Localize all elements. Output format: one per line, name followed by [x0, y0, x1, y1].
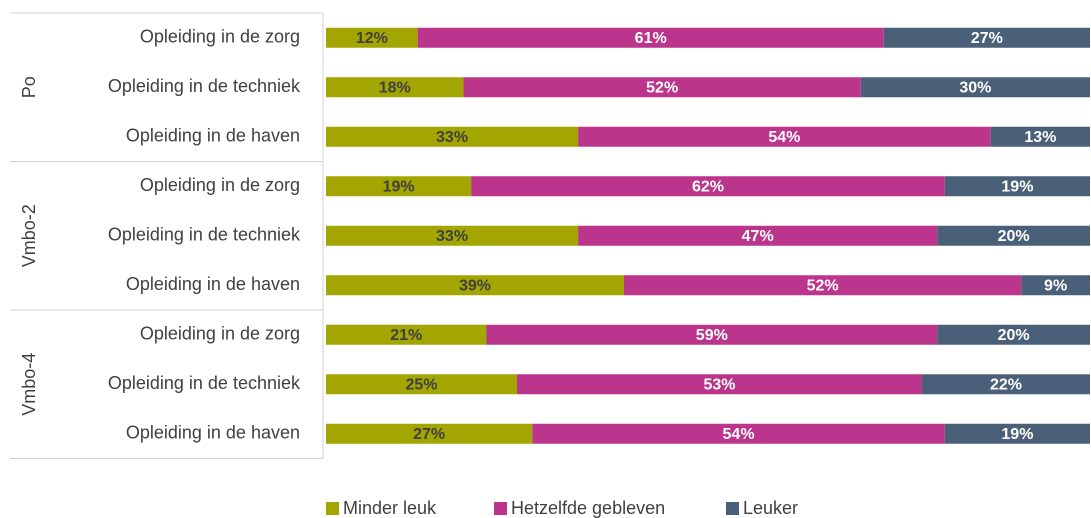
value-label: 21%	[390, 327, 422, 344]
bar-segment	[623, 275, 1022, 296]
value-label: 9%	[1044, 277, 1067, 294]
value-label: 18%	[379, 79, 411, 96]
legend-label: Minder leuk	[343, 498, 437, 518]
bar-segment	[578, 225, 938, 246]
value-label: 19%	[1001, 426, 1033, 443]
category-label: Opleiding in de haven	[126, 126, 300, 146]
bar-segment	[517, 374, 922, 395]
bar-segment	[1021, 275, 1090, 296]
bar-segment	[944, 176, 1090, 197]
category-label: Opleiding in de techniek	[108, 373, 301, 393]
bar-segment	[471, 176, 945, 197]
legend-swatch	[726, 502, 739, 515]
value-label: 19%	[1001, 178, 1033, 195]
bar-segment	[417, 27, 884, 48]
group-label: Po	[19, 76, 39, 98]
legend-label: Hetzelfde gebleven	[511, 498, 665, 518]
bar-segment	[326, 27, 418, 48]
value-label: 33%	[436, 228, 468, 245]
category-label: Opleiding in de haven	[126, 274, 300, 294]
category-label: Opleiding in de haven	[126, 423, 300, 443]
legend-swatch	[494, 502, 507, 515]
category-label: Opleiding in de zorg	[140, 324, 300, 344]
value-label: 25%	[405, 376, 437, 393]
value-label: 33%	[436, 129, 468, 146]
category-label: Opleiding in de techniek	[108, 225, 301, 245]
value-label: 22%	[990, 376, 1022, 393]
category-label: Opleiding in de zorg	[140, 27, 300, 47]
bar-segment	[578, 126, 991, 147]
bar-segment	[326, 275, 624, 296]
bar-segment	[326, 77, 464, 98]
value-label: 30%	[959, 79, 991, 96]
bar-segment	[944, 423, 1090, 444]
bar-segment	[860, 77, 1090, 98]
category-label: Opleiding in de zorg	[140, 175, 300, 195]
legend-swatch	[326, 502, 339, 515]
bar-segment	[326, 126, 579, 147]
bar-segment	[937, 225, 1090, 246]
value-label: 12%	[356, 30, 388, 47]
value-label: 52%	[807, 277, 839, 294]
group-label: Vmbo-4	[19, 353, 39, 416]
value-label: 54%	[723, 426, 755, 443]
category-label: Opleiding in de techniek	[108, 76, 301, 96]
value-label: 20%	[998, 228, 1030, 245]
bar-segment	[326, 225, 579, 246]
value-label: 47%	[742, 228, 774, 245]
group-label: Vmbo-2	[19, 204, 39, 267]
legend-label: Leuker	[743, 498, 798, 518]
bar-segment	[990, 126, 1090, 147]
bar-segment	[921, 374, 1090, 395]
value-label: 19%	[383, 178, 415, 195]
value-label: 27%	[413, 426, 445, 443]
bar-segment	[326, 176, 472, 197]
value-label: 13%	[1024, 129, 1056, 146]
bar-segment	[326, 324, 487, 345]
value-label: 27%	[971, 30, 1003, 47]
bar-segment	[937, 324, 1090, 345]
value-label: 53%	[703, 376, 735, 393]
bar-segment	[326, 423, 533, 444]
value-label: 59%	[696, 327, 728, 344]
value-label: 62%	[692, 178, 724, 195]
value-label: 54%	[768, 129, 800, 146]
value-label: 61%	[635, 30, 667, 47]
value-label: 20%	[998, 327, 1030, 344]
bar-segment	[486, 324, 938, 345]
value-label: 39%	[459, 277, 491, 294]
bar-segment	[326, 374, 517, 395]
value-label: 52%	[646, 79, 678, 96]
bar-segment	[463, 77, 861, 98]
bar-segment	[532, 423, 945, 444]
bar-segment	[883, 27, 1090, 48]
